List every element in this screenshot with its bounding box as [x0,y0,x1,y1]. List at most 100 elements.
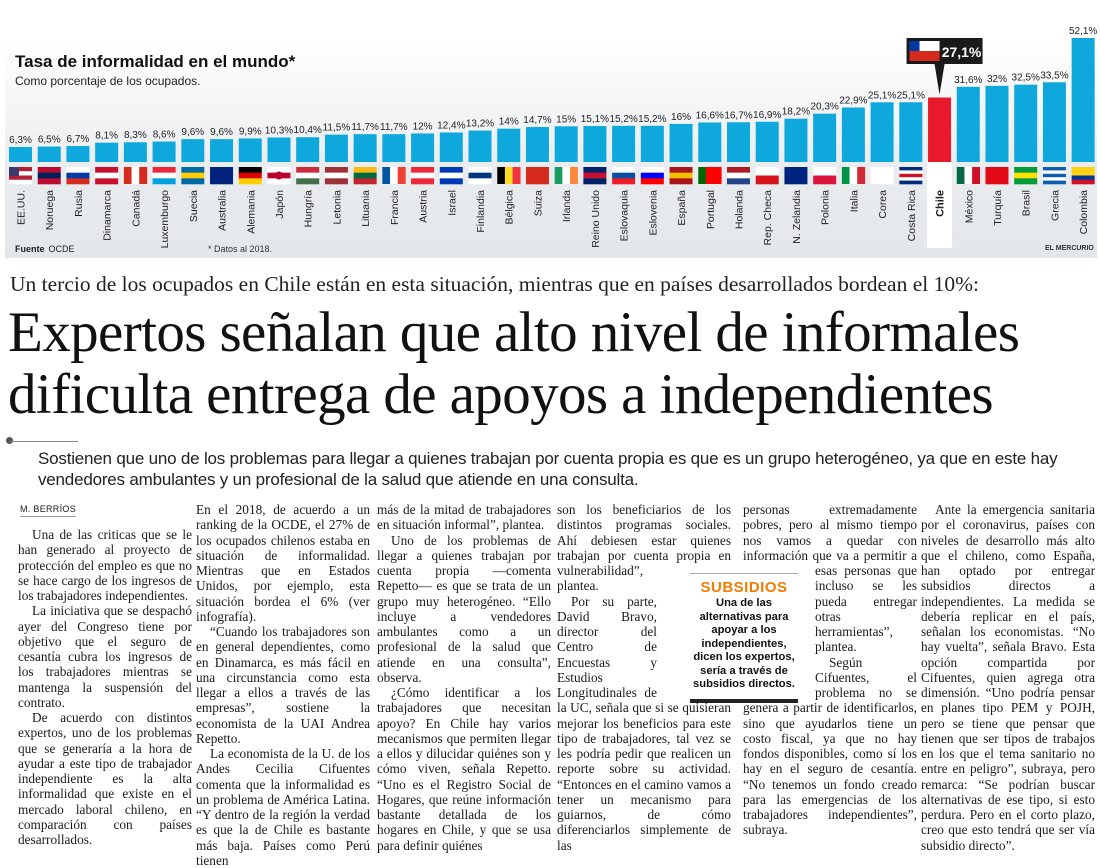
category-label: España [676,190,688,226]
bar [152,141,176,162]
bar [727,122,750,162]
flag-stripe [123,167,132,184]
flag-stripe [669,167,693,173]
flag-stripe [152,167,176,173]
value-label: 13,2% [466,119,494,130]
flag-stripe [1014,167,1038,173]
flag-stripe [37,172,61,179]
bar [382,134,406,162]
flag-stripe [1071,167,1095,172]
paragraph: Una de las criticas que se le han genera… [18,527,192,603]
flag-stripe [640,178,664,185]
category-label: N. Zelandia [791,190,803,244]
category-label: Irlanda [561,190,573,222]
value-label: 8,6% [153,130,176,141]
flag-stripe [497,167,506,184]
flag-stripe [210,175,234,185]
flag-stripe [870,175,894,185]
paragraph: La economista de la U. de los Andes Ceci… [196,746,370,868]
flag-stripe [1071,179,1095,185]
flag-stripe [66,178,90,185]
category-label: Dinamarca [102,190,114,241]
category-label: Turquía [992,190,1004,226]
deck-rule [10,441,78,442]
flag-stripe [512,167,521,184]
flag-stripe [95,167,119,173]
value-label: 8,3% [124,130,147,141]
bar [583,126,607,162]
flag-stripe [562,167,571,184]
flag-stripe [296,167,320,173]
flag-stripe [849,167,858,184]
flag-stripe [727,167,750,173]
flag-stripe [411,167,435,173]
category-label: Hungría [303,190,315,228]
flag-stripe [181,178,205,185]
value-label: 11,7% [351,122,379,133]
value-label: 16,7% [724,110,752,121]
bar [612,125,636,162]
byline: M. BERRÍOS [20,504,77,517]
bar [899,102,923,162]
flag-stripe [1042,177,1066,181]
category-label: EE.UU. [16,190,28,225]
bar [956,86,980,162]
article-deck: Sostienen que uno de los problemas para … [38,449,1058,489]
value-label: 9,6% [210,127,233,138]
paragraph: En el 2018, de acuerdo a un ranking de l… [196,502,370,624]
bar [296,137,320,162]
flag-stripe [640,167,664,173]
flag-stripe [1042,167,1066,171]
flag-stripe [9,175,32,181]
flag-stripe [1014,172,1038,179]
value-label: 25,1% [897,90,925,101]
bar [841,107,865,162]
flag-stripe [324,167,348,173]
category-label: Costa Rica [906,190,918,242]
flag-stripe [612,172,636,179]
flag-stripe [525,175,549,185]
flag-stripe [66,172,90,179]
callout-title: SUBSIDIOS [700,579,788,596]
article-kicker: Un tercio de los ocupados en Chile están… [10,272,980,296]
bar [1071,38,1095,162]
flag-stripe [382,167,391,184]
bar [1014,84,1038,162]
flag-stripe [95,178,119,185]
headline: Expertos señalan que alto nivel de infor… [8,302,1020,426]
chile-flag-canton [909,41,920,51]
value-label: 9,6% [181,127,204,138]
value-label: 25,1% [868,90,896,101]
value-label: 20,3% [810,102,838,113]
flag-stripe [468,167,492,173]
flag-stripe [139,167,148,184]
bar [1042,82,1066,162]
subsidios-callout: SUBSIDIOS Una de las alternativas para a… [690,573,798,703]
flag-stripe [1042,170,1066,175]
flag-stripe [755,167,779,176]
value-label: 16,6% [696,110,724,121]
flag-stripe [857,167,866,184]
flag-emblem [274,171,283,180]
category-label: Luxemburgo [159,190,171,249]
flag-stripe [267,178,291,185]
flag-stripe [9,171,32,176]
flag-stripe [669,172,693,179]
paragraph: De acuerdo con distintos expertos, uno d… [18,710,192,847]
category-label: Austria [418,190,430,223]
bar [210,139,234,162]
flag-stripe [353,167,377,173]
bar [411,133,435,162]
flag-stripe [985,167,1009,176]
flag-stripe [899,177,923,181]
chart-plot: 6,3% EE.UU. 6,5% Noruega 6,7% Rusia 8,1% Dinama… [9,26,1097,249]
category-label: Brasil [1021,190,1033,216]
flag-stripe [972,167,981,184]
flag-stripe [1042,180,1066,185]
chart-credit: EL MERCURIO [1045,245,1094,252]
value-label: 15,1% [581,114,609,125]
source-value: OCDE [48,244,75,254]
flag-stripe [964,167,973,184]
value-label: 14% [499,117,519,128]
flag-stripe [727,178,750,185]
